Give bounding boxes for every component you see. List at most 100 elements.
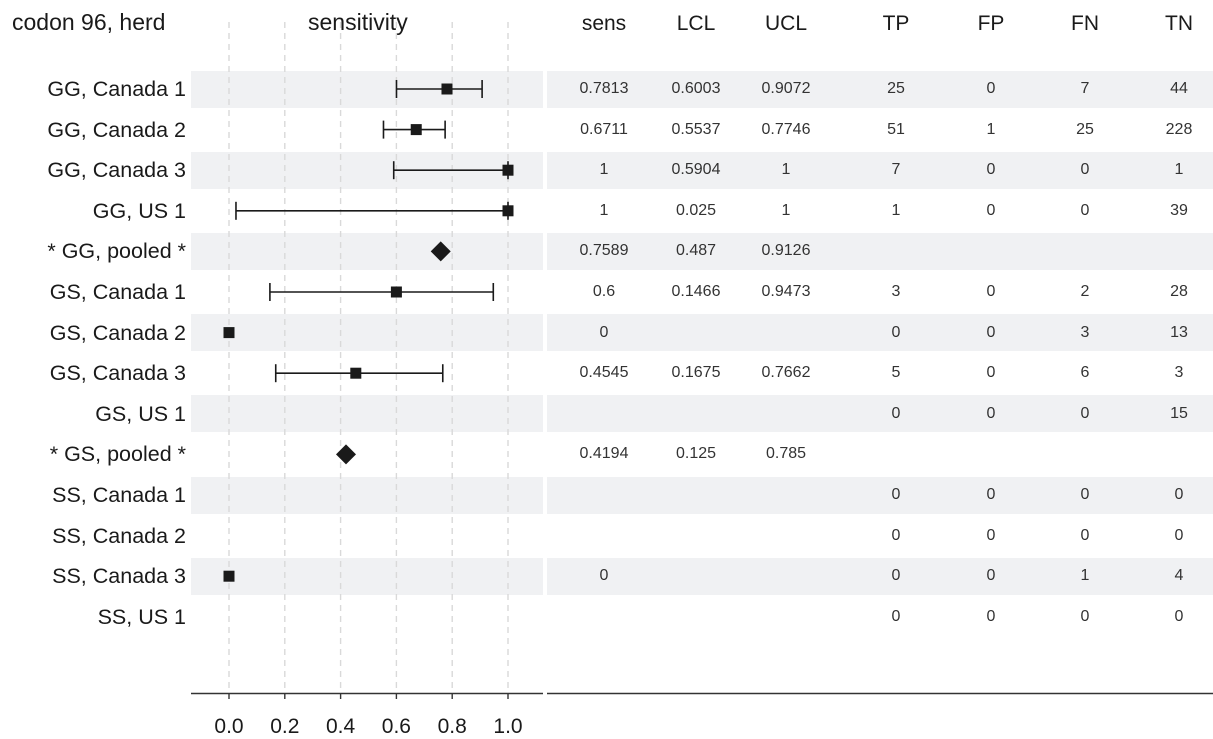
table-cell: 0.5904 [671,161,721,179]
plot-row-band [191,314,543,352]
row-label: GS, Canada 2 [49,320,186,345]
table-cell: 0.9126 [761,242,811,260]
x-tick-label: 1.0 [493,715,523,738]
table-cell: 0 [986,283,996,300]
table-cell: 0.125 [675,445,717,463]
table-cell: 0 [1174,486,1184,503]
table-cell: 0 [986,161,996,179]
row-label: GG, Canada 3 [47,158,186,183]
row-label: * GG, pooled * [47,239,186,264]
row-label: SS, Canada 2 [52,523,186,548]
table-cell: 0 [1174,607,1184,625]
table-cell: 0 [1174,526,1184,544]
table-cell: 7 [1080,80,1090,97]
table-cell: 0 [986,323,996,341]
table-cell: 0 [986,404,996,422]
table-cell: 44 [1170,80,1188,97]
table-cell: 25 [887,80,905,97]
table-cell: 1 [599,161,609,179]
point-estimate-square [410,124,422,136]
table-cell: 0 [986,201,996,219]
table-cell: 0 [986,567,996,585]
table-cell: 6 [1080,364,1090,382]
row-label-header: codon 96, herd [12,9,166,35]
row-label: GS, Canada 1 [49,280,186,304]
column-header: FP [977,12,1005,35]
plot-header: sensitivity [308,9,408,35]
column-header: sens [581,12,627,35]
table-cell: 0 [986,80,996,97]
plot-row-band [191,395,543,433]
table-cell: 0.9072 [761,80,811,97]
table-cell: 0 [1080,161,1090,179]
column-header: LCL [676,12,716,35]
plot-row-band [191,232,543,270]
table-cell: 0.6003 [671,80,721,97]
table-cell: 5 [891,364,901,382]
x-tick-label: 0.4 [325,715,356,738]
table-row-band [547,70,1213,108]
table-row-band [547,314,1213,352]
table-row-band [547,151,1213,189]
row-label: SS, Canada 3 [52,564,186,589]
table-cell: 0 [891,404,901,422]
point-estimate-square [223,327,235,339]
table-cell: 0.4545 [579,364,629,382]
table-cell: 1 [781,201,791,219]
table-cell: 0 [1080,404,1090,422]
row-label: GG, Canada 1 [47,77,186,101]
table-row-band [547,395,1213,433]
table-cell: 15 [1170,404,1188,422]
table-cell: 3 [891,283,901,300]
table-cell: 3 [1174,364,1184,382]
table-cell: 1 [1080,567,1090,585]
table-cell: 1 [1174,161,1184,179]
table-cell: 0 [986,364,996,382]
column-header: FN [1071,12,1099,35]
table-cell: 0 [891,567,901,585]
table-cell: 7 [891,161,901,179]
column-header: UCL [764,12,807,35]
row-label: * GS, pooled * [49,442,186,467]
table-cell: 1 [986,120,996,138]
table-cell: 28 [1170,283,1188,300]
table-row-band [547,557,1213,595]
table-cell: 0 [891,526,901,544]
x-tick-label: 0.2 [270,715,300,738]
table-cell: 4 [1174,567,1184,585]
table-cell: 0.5537 [671,120,721,138]
table-cell: 3 [1080,323,1090,341]
table-cell: 0.9473 [761,283,811,300]
plot-row-band [191,557,543,595]
table-cell: 2 [1080,283,1090,300]
table-cell: 0.487 [675,242,717,260]
column-header: TN [1165,12,1193,35]
table-cell: 0.7589 [579,242,629,260]
table-cell: 13 [1170,323,1188,341]
plot-row-band [191,476,543,514]
table-cell: 0 [986,607,996,625]
pooled-estimate-diamond [430,241,451,262]
table-cell: 0.6 [592,283,616,300]
row-label: SS, US 1 [97,604,186,629]
table-cell: 39 [1170,201,1188,219]
x-tick-label: 0.8 [437,715,467,738]
row-label: GG, US 1 [92,198,186,223]
table-cell: 0.785 [765,445,807,463]
table-cell: 0 [1080,526,1090,544]
column-header: TP [882,12,910,35]
x-tick-label: 0.0 [214,715,244,738]
table-cell: 1 [781,161,791,179]
table-cell: 1 [599,201,609,219]
table-cell: 0 [1080,607,1090,625]
table-cell: 0 [1080,201,1090,219]
table-cell: 0 [891,323,901,341]
row-label: GG, Canada 2 [47,117,186,142]
table-cell: 0.1466 [671,283,721,300]
x-tick-label: 0.6 [381,715,411,738]
table-cell: 0.7662 [761,364,811,382]
table-cell: 0.7746 [761,120,811,138]
point-estimate-square [502,164,514,176]
point-estimate-square [390,286,402,298]
table-cell: 0.025 [675,201,717,219]
